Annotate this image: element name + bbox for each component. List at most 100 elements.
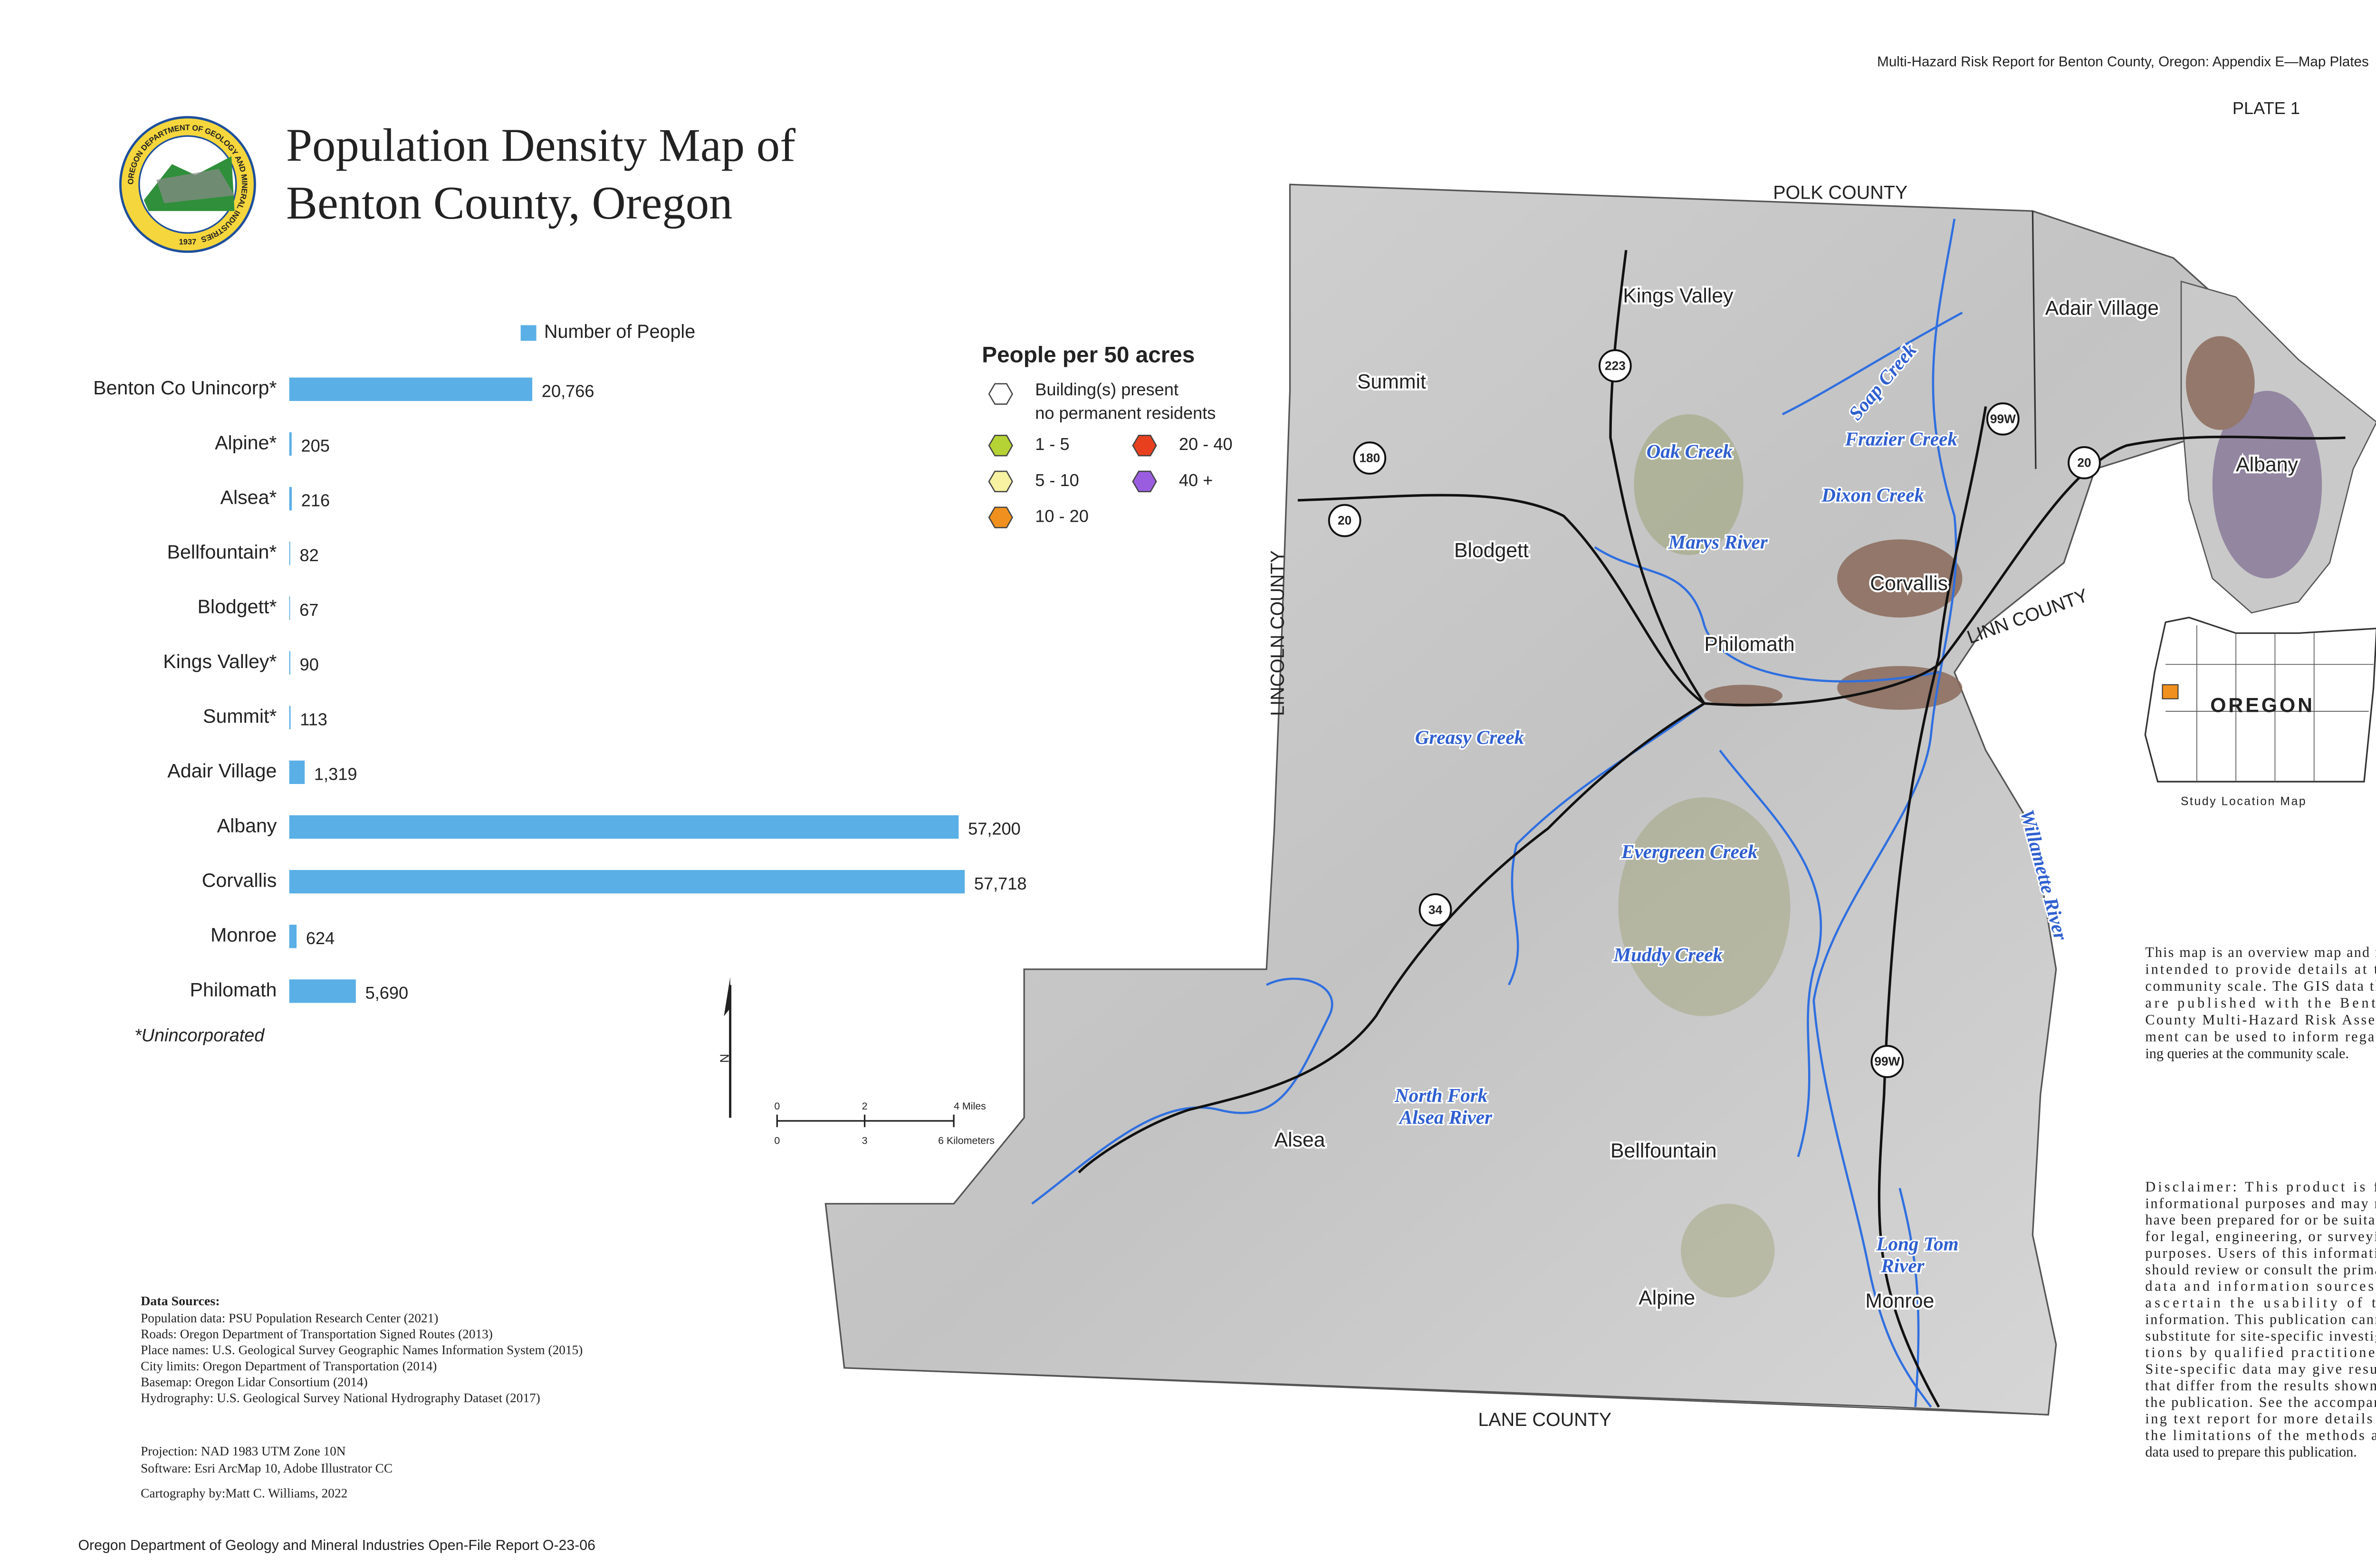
note-line: ascertain the usability of the bbox=[2145, 1295, 2376, 1311]
scale-label: 2 bbox=[862, 1100, 868, 1112]
category-label: Kings Valley* bbox=[163, 650, 277, 672]
scale-bar bbox=[776, 1114, 955, 1128]
note-line: purposes. Users of this information bbox=[2145, 1245, 2376, 1261]
scale-label: 6 Kilometers bbox=[938, 1135, 995, 1146]
bar bbox=[289, 542, 290, 565]
highway-shield bbox=[1328, 504, 1361, 537]
note-line: Site-specific data may give results bbox=[2145, 1361, 2376, 1377]
note-line: community scale. The GIS data that bbox=[2145, 978, 2376, 994]
highway-shield bbox=[1599, 349, 1632, 382]
category-label: Adair Village bbox=[167, 760, 277, 782]
road bbox=[1297, 435, 2346, 707]
legend-item-label: no permanent residents bbox=[1035, 403, 1216, 422]
inset-map bbox=[2144, 616, 2376, 783]
legend-hexagon bbox=[988, 434, 1013, 457]
note-line: have been prepared for or be suitable bbox=[2145, 1212, 2376, 1228]
note-line: data used to prepare this publication. bbox=[2145, 1444, 2357, 1460]
bar bbox=[289, 377, 533, 401]
density-patch bbox=[1837, 666, 1963, 710]
note-line: ing queries at the community scale. bbox=[2145, 1045, 2349, 1061]
category-label: Alpine* bbox=[215, 431, 277, 453]
legend-item-label: Building(s) present bbox=[1035, 380, 1178, 399]
waterway-label: Muddy Creek bbox=[1613, 944, 1723, 966]
waterway-label: Dixon Creek bbox=[1821, 484, 1924, 506]
legend-item-label: 10 - 20 bbox=[1035, 507, 1089, 526]
legend-hexagon bbox=[1132, 470, 1157, 493]
place-label: Albany bbox=[2236, 453, 2298, 476]
county-label: LINCOLN COUNTY bbox=[1267, 550, 1288, 716]
bar bbox=[289, 651, 290, 675]
note-line: County Multi-Hazard Risk Assess- bbox=[2145, 1012, 2376, 1028]
highway-label: 20 bbox=[2077, 455, 2091, 469]
highway-shield bbox=[2068, 446, 2101, 479]
value-label: 57,718 bbox=[974, 874, 1027, 893]
bar bbox=[289, 870, 965, 894]
bar bbox=[289, 596, 290, 620]
highway-label: 20 bbox=[1338, 513, 1351, 527]
projection-line: Software: Esri ArcMap 10, Adobe Illustra… bbox=[141, 1461, 393, 1475]
highway-shield bbox=[1418, 893, 1452, 927]
river bbox=[1719, 749, 1822, 1157]
note-line: This map is an overview map and not bbox=[2145, 944, 2376, 960]
map-title: Population Density Map of bbox=[286, 120, 795, 172]
source-line: Roads: Oregon Department of Transportati… bbox=[141, 1327, 493, 1341]
note-line: ment can be used to inform regard- bbox=[2145, 1029, 2376, 1045]
road bbox=[1078, 702, 1705, 1174]
note-line: the publication. See the accompany- bbox=[2145, 1394, 2376, 1410]
source-line: Place names: U.S. Geological Survey Geog… bbox=[141, 1343, 583, 1357]
plate-number: PLATE 1 bbox=[2232, 98, 2300, 118]
bar bbox=[289, 760, 305, 784]
county-label: LANE COUNTY bbox=[1478, 1409, 1611, 1430]
note-line: the limitations of the methods and bbox=[2145, 1427, 2376, 1444]
note-line: are published with the Benton bbox=[2145, 995, 2376, 1011]
road bbox=[1609, 250, 1705, 705]
river bbox=[1508, 702, 1705, 985]
category-label: Benton Co Unincorp* bbox=[93, 377, 277, 399]
bar bbox=[289, 815, 959, 839]
highway-shield bbox=[1353, 441, 1387, 475]
cartography: Cartography by:Matt C. Williams, 2022 bbox=[141, 1486, 347, 1501]
note-line: intended to provide details at the bbox=[2145, 961, 2376, 977]
highway-label: 223 bbox=[1605, 358, 1626, 373]
note-line: Disclaimer: This product is for bbox=[2145, 1178, 2376, 1195]
legend-swatch bbox=[520, 325, 537, 341]
density-patch bbox=[2185, 336, 2255, 430]
river bbox=[1812, 219, 1957, 1408]
highway-shield bbox=[1986, 402, 2020, 436]
category-label: Albany bbox=[217, 814, 277, 836]
highway-label: 99W bbox=[1990, 411, 2016, 426]
density-patch bbox=[1618, 797, 1791, 1016]
value-label: 67 bbox=[299, 600, 318, 620]
waterway-label: Oak Creek bbox=[1647, 440, 1733, 462]
category-label: Bellfountain* bbox=[167, 541, 277, 563]
report-header: Multi-Hazard Risk Report for Benton Coun… bbox=[1877, 54, 2369, 69]
scale-label: 0 bbox=[774, 1135, 780, 1146]
value-label: 113 bbox=[300, 709, 327, 729]
county-label: POLK COUNTY bbox=[1773, 182, 1907, 203]
value-label: 20,766 bbox=[542, 381, 594, 401]
inset-caption: Study Location Map bbox=[2181, 795, 2307, 808]
legend-item-label: 20 - 40 bbox=[1179, 434, 1233, 454]
place-label: Adair Village bbox=[2045, 297, 2159, 320]
category-label: Blodgett* bbox=[198, 596, 277, 618]
note-line: that differ from the results shown in bbox=[2145, 1377, 2376, 1394]
value-label: 216 bbox=[301, 491, 330, 510]
source-line: Population data: PSU Population Research… bbox=[141, 1311, 438, 1325]
legend-item-label: 1 - 5 bbox=[1035, 434, 1069, 454]
legend-hexagon bbox=[988, 383, 1013, 405]
waterway-label: North Fork bbox=[1394, 1084, 1488, 1106]
note-line: information. This publication cannot bbox=[2145, 1311, 2376, 1327]
inset-label: OREGON bbox=[2210, 694, 2315, 717]
source-line: Hydrography: U.S. Geological Survey Nati… bbox=[141, 1391, 540, 1405]
note-line: substitute for site-specific investiga- bbox=[2145, 1328, 2376, 1344]
value-label: 5,690 bbox=[365, 983, 409, 1003]
waterway-label: Evergreen Creek bbox=[1621, 841, 1758, 862]
density-patch bbox=[1681, 1204, 1775, 1298]
oregon-outline bbox=[2144, 616, 2376, 783]
value-label: 90 bbox=[300, 655, 319, 674]
legend-item-label: 5 - 10 bbox=[1035, 470, 1079, 490]
category-label: Alsea* bbox=[220, 486, 277, 508]
place-label: Monroe bbox=[1865, 1290, 1934, 1312]
projection-line: Projection: NAD 1983 UTM Zone 10N bbox=[141, 1444, 346, 1458]
